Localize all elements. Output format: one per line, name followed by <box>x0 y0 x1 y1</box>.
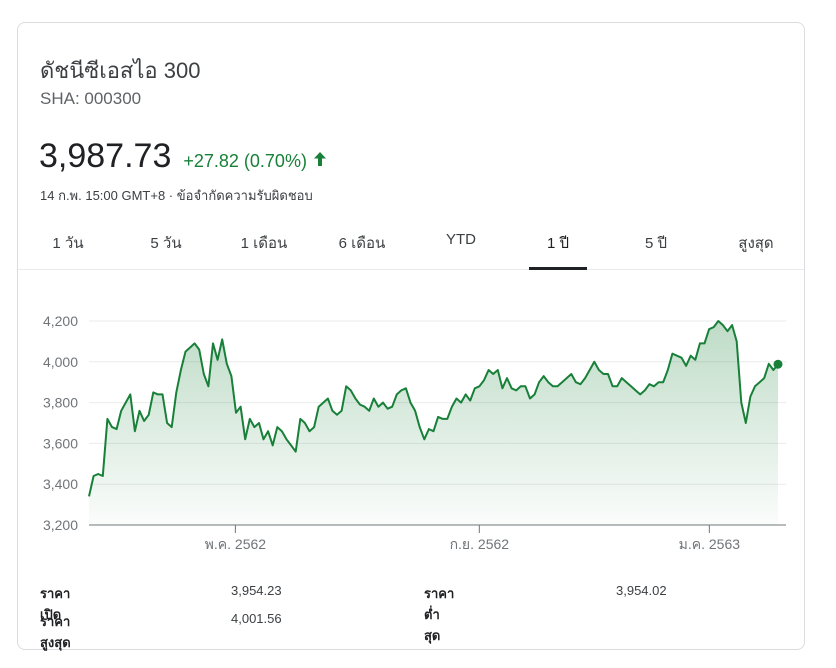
current-price: 3,987.73 <box>39 137 172 175</box>
price-chart[interactable]: 4,200 4,000 3,800 3,600 3,400 3,200 พ.ค. 2562 ก… <box>18 23 804 583</box>
y-tick-label: 3,200 <box>43 517 78 533</box>
y-tick-label: 3,800 <box>43 395 78 411</box>
price-area-fill <box>89 321 778 525</box>
range-tabs: 1 วัน 5 วัน 1 เดือน 6 เดือน YTD 1 ปี 5 ป… <box>18 221 804 270</box>
tab-label: 1 เดือน <box>240 235 288 252</box>
x-tick-label: ก.ย. 2562 <box>450 536 510 552</box>
tab-5-days[interactable]: 5 วัน <box>138 231 194 269</box>
y-tick-label: 4,000 <box>43 354 78 370</box>
tab-ytd[interactable]: YTD <box>436 231 486 269</box>
y-tick-label: 3,600 <box>43 435 78 451</box>
tab-1-year[interactable]: 1 ปี <box>529 231 587 270</box>
tab-1-month[interactable]: 1 เดือน <box>228 231 300 269</box>
tab-label: 1 ปี <box>546 235 570 252</box>
tab-label: 6 เดือน <box>338 235 386 252</box>
open-value: 3,954.23 <box>231 583 282 598</box>
arrow-up-icon <box>313 152 326 166</box>
open-label: ราคาเปิด <box>40 586 71 622</box>
current-price-dot <box>773 359 783 369</box>
tab-label: YTD <box>446 231 476 248</box>
y-tick-label: 3,400 <box>43 476 78 492</box>
y-tick-label: 4,200 <box>43 313 78 329</box>
tab-label: 5 ปี <box>644 235 668 252</box>
tab-max[interactable]: สูงสุด <box>726 231 786 269</box>
high-value: 4,001.56 <box>231 611 282 626</box>
tab-1-day[interactable]: 1 วัน <box>42 231 94 269</box>
high-label: ราคาสูงสุด <box>40 614 71 650</box>
x-tick-label: ม.ค. 2563 <box>679 536 741 552</box>
x-tick-label: พ.ค. 2562 <box>205 536 267 552</box>
timestamp-disclaimer[interactable]: 14 ก.พ. 15:00 GMT+8 · ข้อจำกัดความรับผิด… <box>40 188 313 203</box>
tab-6-months[interactable]: 6 เดือน <box>324 231 400 269</box>
price-change: +27.82 (0.70%) <box>183 151 307 171</box>
price-series-line <box>88 320 779 497</box>
ticker-symbol: SHA: 000300 <box>40 89 142 108</box>
low-value: 3,954.02 <box>616 583 667 598</box>
tab-5-years[interactable]: 5 ปี <box>630 231 682 269</box>
stock-card: ดัชนีซีเอสไอ 300 SHA: 000300 3,987.73 +2… <box>17 22 805 650</box>
price-row: 3,987.73 +27.82 (0.70%) <box>39 137 327 176</box>
index-title: ดัชนีซีเอสไอ 300 <box>40 58 201 83</box>
tab-label: สูงสุด <box>738 235 774 252</box>
low-label: ราคาต่ำสุด <box>424 586 455 643</box>
tab-label: 1 วัน <box>52 235 84 252</box>
tab-label: 5 วัน <box>150 235 182 252</box>
